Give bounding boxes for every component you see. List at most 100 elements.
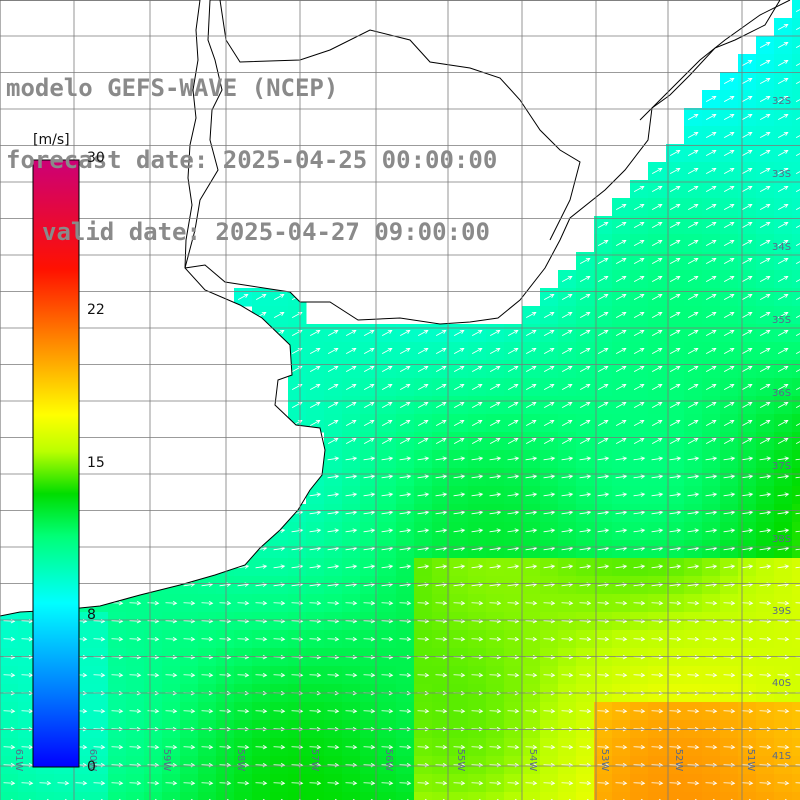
wind-arrow bbox=[201, 780, 214, 786]
wind-arrow bbox=[741, 474, 754, 479]
wind-arrow bbox=[597, 257, 609, 264]
wind-arrow bbox=[489, 492, 502, 497]
wind-arrow bbox=[705, 293, 717, 300]
wind-arrow bbox=[597, 510, 610, 515]
wind-arrow bbox=[201, 636, 214, 642]
wind-arrow bbox=[687, 239, 699, 246]
wind-arrow bbox=[795, 225, 800, 228]
wind-arrow bbox=[759, 149, 771, 156]
wind-arrow bbox=[3, 762, 16, 768]
wind-arrow bbox=[777, 510, 790, 515]
wind-arrow bbox=[417, 744, 430, 750]
speed-cell bbox=[684, 792, 703, 800]
wind-arrow bbox=[543, 744, 556, 750]
speed-cell bbox=[792, 126, 800, 145]
wind-arrow bbox=[759, 257, 771, 264]
speed-cell bbox=[792, 252, 800, 271]
wind-arrow bbox=[489, 474, 502, 479]
longitude-label: 57W bbox=[309, 749, 320, 772]
wind-arrow bbox=[651, 636, 664, 642]
wind-arrow bbox=[453, 456, 466, 461]
wind-arrow bbox=[183, 762, 196, 768]
wind-arrow bbox=[579, 564, 592, 569]
wind-arrow bbox=[795, 782, 800, 784]
speed-cell bbox=[648, 792, 667, 800]
wind-arrow bbox=[507, 456, 520, 461]
latitude-label: 38S bbox=[772, 534, 791, 545]
wind-arrow bbox=[309, 383, 321, 390]
wind-arrow bbox=[147, 600, 160, 606]
wind-arrow bbox=[705, 347, 717, 354]
wind-arrow bbox=[705, 474, 718, 479]
speed-cell bbox=[792, 90, 800, 109]
wind-arrow bbox=[399, 383, 411, 390]
wind-arrow bbox=[741, 744, 754, 750]
wind-arrow bbox=[597, 456, 610, 461]
wind-arrow bbox=[525, 474, 538, 479]
wind-arrow bbox=[615, 293, 627, 300]
wind-arrow bbox=[363, 744, 376, 750]
wind-arrow bbox=[741, 347, 753, 354]
wind-arrow bbox=[633, 329, 645, 336]
speed-cell bbox=[666, 792, 685, 800]
wind-arrow bbox=[255, 744, 268, 750]
wind-arrow bbox=[795, 9, 800, 12]
wind-arrow bbox=[507, 401, 519, 408]
speed-cell bbox=[792, 270, 800, 289]
wind-arrow bbox=[597, 311, 609, 318]
speed-cell bbox=[522, 792, 541, 800]
wind-arrow bbox=[435, 347, 447, 354]
wind-arrow bbox=[579, 419, 591, 426]
wind-arrow bbox=[327, 383, 339, 390]
wind-arrow bbox=[777, 744, 790, 750]
wind-arrow bbox=[525, 564, 538, 569]
wind-arrow bbox=[561, 744, 574, 750]
wind-arrow bbox=[345, 636, 358, 642]
wind-arrow bbox=[615, 401, 627, 408]
wind-arrow bbox=[489, 636, 502, 642]
wind-arrow bbox=[759, 347, 771, 354]
wind-arrow bbox=[723, 311, 735, 318]
wind-arrow bbox=[363, 365, 375, 372]
wind-arrow bbox=[651, 275, 663, 282]
wind-arrow bbox=[669, 510, 682, 515]
wind-arrow bbox=[669, 149, 681, 156]
wind-arrow bbox=[111, 762, 124, 768]
wind-arrow bbox=[525, 708, 538, 714]
wind-arrow bbox=[741, 293, 753, 300]
wind-arrow bbox=[777, 95, 789, 102]
wind-arrow bbox=[795, 135, 800, 138]
wind-arrow bbox=[561, 311, 573, 318]
wind-arrow bbox=[705, 708, 718, 714]
wind-arrow bbox=[723, 329, 735, 336]
wind-arrow bbox=[561, 528, 574, 533]
speed-cell bbox=[792, 450, 800, 469]
wind-arrow bbox=[615, 347, 627, 354]
wind-arrow bbox=[453, 564, 466, 569]
wind-arrow bbox=[759, 59, 771, 66]
wind-arrow bbox=[597, 383, 609, 390]
wind-arrow bbox=[489, 780, 502, 786]
wind-arrow bbox=[507, 600, 520, 606]
wind-arrow bbox=[633, 311, 645, 318]
wind-arrow bbox=[399, 419, 411, 426]
wind-arrow bbox=[327, 365, 339, 372]
wind-arrow bbox=[795, 423, 800, 426]
wind-arrow bbox=[759, 221, 771, 228]
wind-arrow bbox=[327, 492, 340, 497]
wind-arrow bbox=[309, 600, 322, 606]
wind-arrow bbox=[633, 257, 645, 264]
wind-arrow bbox=[525, 510, 538, 515]
speed-cell bbox=[792, 360, 800, 379]
wind-arrow bbox=[687, 311, 699, 318]
wind-arrow bbox=[795, 602, 800, 604]
wind-arrow bbox=[795, 548, 800, 551]
wind-arrow bbox=[435, 600, 448, 606]
wind-arrow bbox=[561, 600, 574, 606]
wind-arrow bbox=[723, 149, 735, 156]
wind-arrow bbox=[687, 564, 700, 569]
coastline-brazil-south bbox=[639, 0, 791, 121]
wind-arrow bbox=[417, 474, 430, 479]
wind-arrow bbox=[741, 564, 754, 569]
speed-cell bbox=[756, 792, 775, 800]
